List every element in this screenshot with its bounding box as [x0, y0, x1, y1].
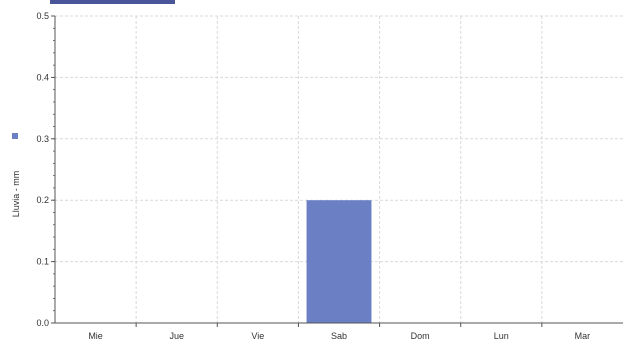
y-tick-label: 0.2 — [36, 195, 49, 205]
bars — [306, 200, 372, 323]
y-tick-label: 0.5 — [36, 11, 49, 21]
y-tick-labels: 0.0 0.1 0.2 0.3 0.4 0.5 — [36, 11, 49, 328]
x-tick-label-dom: Dom — [411, 331, 430, 340]
x-tick-label-sab: Sab — [331, 331, 347, 340]
y-axis-title: Lluvia - mm — [11, 171, 21, 218]
legend-marker — [12, 133, 18, 139]
x-tick-label-mar: Mar — [575, 331, 591, 340]
x-tick-label-lun: Lun — [494, 331, 509, 340]
x-tick-label-mie: Mie — [88, 331, 103, 340]
x-tick-labels: Mie Jue Vie Sab Dom Lun Mar — [88, 331, 590, 340]
y-tick-label: 0.3 — [36, 134, 49, 144]
axes — [51, 15, 623, 327]
x-tick-label-vie: Vie — [251, 331, 264, 340]
y-tick-label: 0.1 — [36, 257, 49, 267]
x-tick-label-jue: Jue — [169, 331, 184, 340]
y-tick-label: 0.4 — [36, 72, 49, 82]
bar-sab — [306, 200, 372, 323]
y-tick-label: 0.0 — [36, 318, 49, 328]
top-color-strip — [50, 0, 175, 4]
grid-lines — [55, 15, 623, 323]
